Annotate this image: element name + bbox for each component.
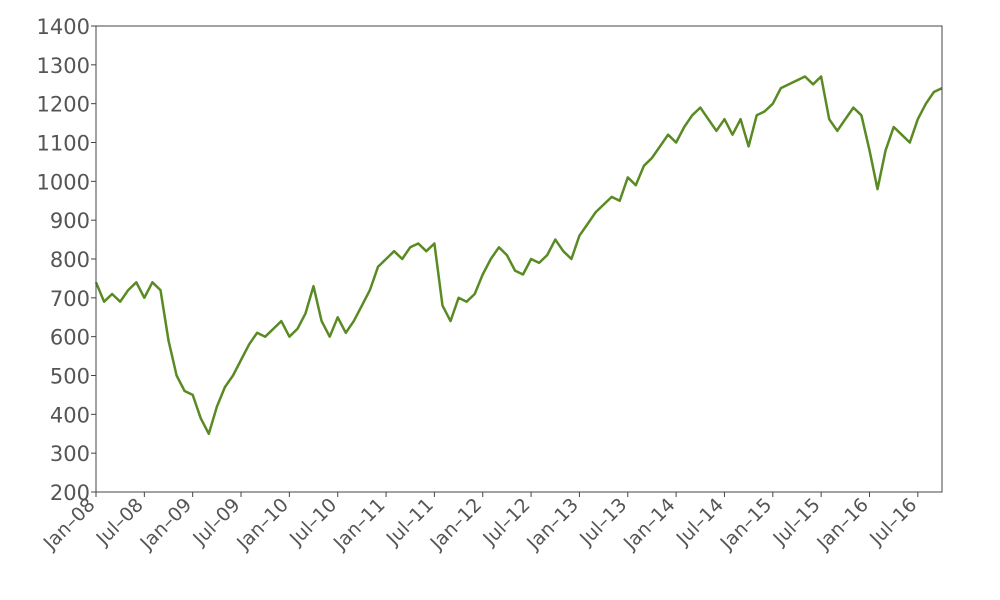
x-tick-label: Jul–16	[865, 494, 921, 550]
y-tick-label: 600	[50, 326, 90, 350]
y-tick-label: 700	[50, 287, 90, 311]
y-tick-label: 800	[50, 248, 90, 272]
x-tick-label: Jan–09	[135, 494, 196, 555]
x-tick-label: Jan–16	[812, 494, 873, 555]
y-tick-label: 1400	[37, 15, 90, 39]
y-tick-label: 900	[50, 209, 90, 233]
y-tick-label: 400	[50, 403, 90, 427]
y-tick-label: 1000	[37, 170, 90, 194]
x-tick-label: Jan–12	[425, 494, 486, 555]
y-tick-label: 1100	[37, 132, 90, 156]
y-axis: 200 300 400 500 600 700 800 900 1000 1100 1200 1300…	[37, 15, 96, 505]
x-tick-label: Jan–10	[232, 494, 293, 555]
x-tick-label: Jan–13	[522, 494, 583, 555]
y-tick-label: 200	[50, 481, 90, 505]
series-line-0	[94, 75, 943, 436]
y-tick-label: 500	[50, 365, 90, 389]
x-axis: Jan–08Jul–08Jan–09Jul–09Jan–10Jul–10Jan–…	[39, 492, 921, 555]
x-tick-label: Jan–15	[716, 494, 777, 555]
plot-frame	[95, 25, 943, 493]
plot-area	[94, 75, 943, 436]
y-tick-label: 1300	[37, 54, 90, 78]
y-tick-label: 1200	[37, 93, 90, 117]
y-tick-label: 300	[50, 442, 90, 466]
x-tick-label: Jan–11	[329, 494, 390, 555]
x-tick-label: Jan–14	[619, 494, 680, 555]
